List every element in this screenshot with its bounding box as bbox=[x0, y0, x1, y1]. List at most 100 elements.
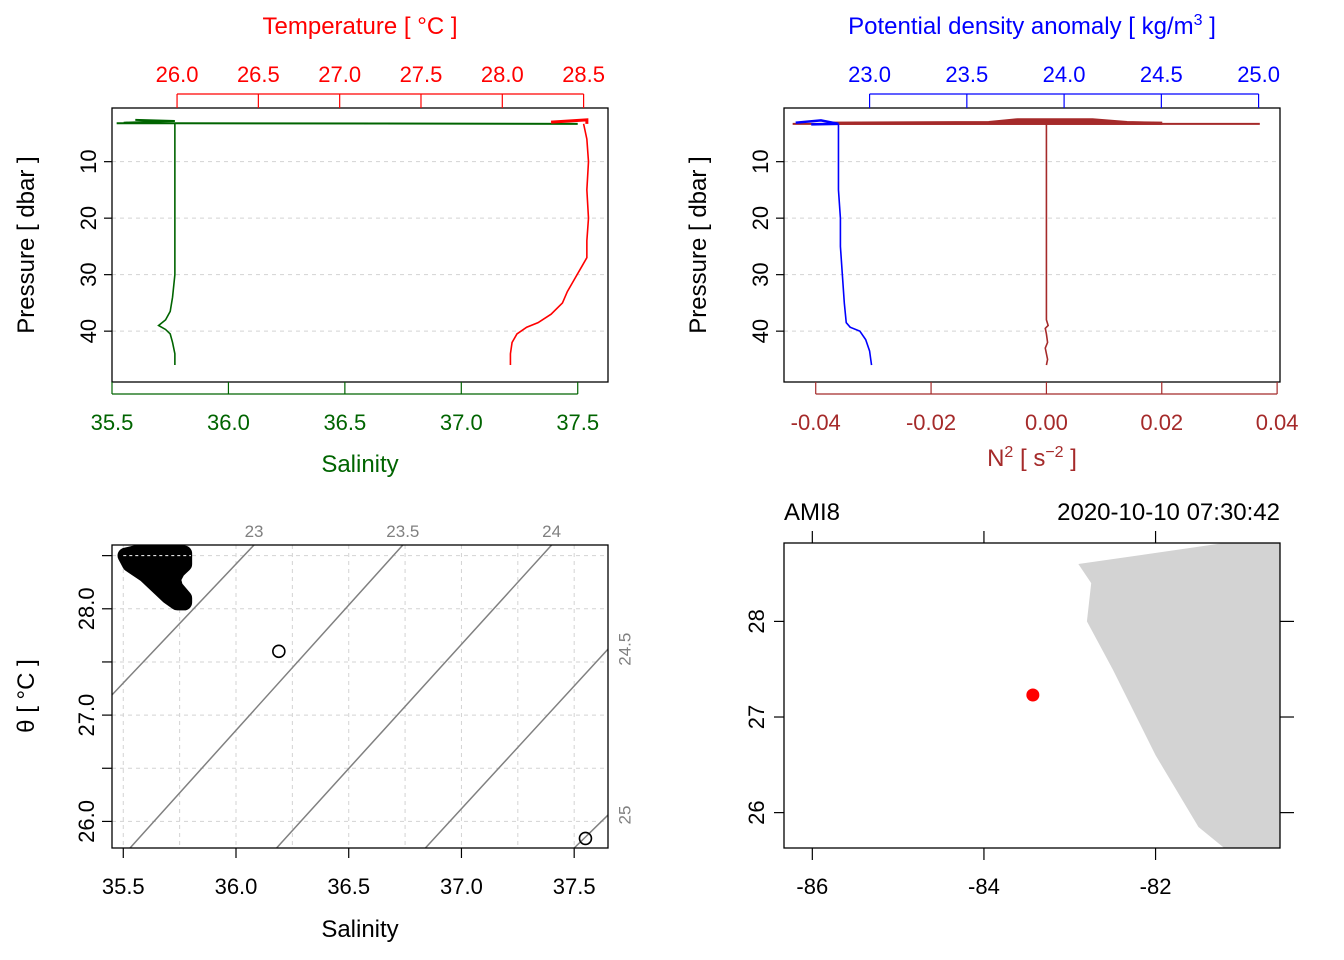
y-tick-label: 10 bbox=[76, 149, 101, 173]
x-tick-label: -82 bbox=[1140, 874, 1172, 899]
density-profile-series bbox=[792, 118, 1260, 366]
salinity-tick-label: 36.5 bbox=[323, 410, 366, 435]
density-profile-grid bbox=[784, 161, 1280, 332]
temperature-tick-label: 27.0 bbox=[318, 62, 361, 87]
station-map-frame bbox=[783, 542, 1281, 849]
density-surface-spike bbox=[795, 119, 839, 126]
ts-profile-grid bbox=[112, 161, 608, 332]
salinity-tick-label: 35.5 bbox=[91, 410, 134, 435]
salinity-tick-label: 36.0 bbox=[207, 410, 250, 435]
isopycnal-line bbox=[573, 814, 608, 848]
ts-outlier-point bbox=[578, 831, 593, 846]
isopycnal-label: 23 bbox=[245, 522, 264, 541]
x-tick-label: 36.5 bbox=[327, 874, 370, 899]
n2-tick-label: 0.02 bbox=[1140, 410, 1183, 435]
x-tick-label: -84 bbox=[968, 874, 1000, 899]
ts-profile-panel: 26.0 26.5 27.0 27.5 28.0 28.5 35.5 36.0 36.5 37.… bbox=[13, 13, 609, 478]
ts-outlier-point bbox=[272, 644, 286, 659]
ts-profile-y-ticks: 10 20 30 40 bbox=[76, 149, 112, 343]
isopycnal-label: 23.5 bbox=[386, 522, 419, 541]
density-tick-label: 23.0 bbox=[848, 62, 891, 87]
station-name: AMI8 bbox=[784, 499, 840, 526]
y-tick-label: 28.0 bbox=[74, 587, 99, 630]
salinity-tick-label: 37.0 bbox=[440, 410, 483, 435]
land-polygon bbox=[1078, 543, 1280, 848]
salinity-surface-spike bbox=[123, 118, 175, 124]
ts-diagram-frame bbox=[111, 544, 609, 849]
pressure-axis-label: Pressure [ dbar ] bbox=[13, 156, 40, 333]
density-axis-label: Potential density anomaly [ kg/m3 ] bbox=[848, 12, 1216, 40]
ts-diagram-points bbox=[117, 545, 593, 846]
isopycnal-line bbox=[112, 545, 255, 696]
ts-data-cluster bbox=[117, 545, 193, 611]
isopycnal-label: 24.5 bbox=[615, 633, 634, 666]
density-tick-label: 25.0 bbox=[1237, 62, 1280, 87]
temperature-tick-label: 28.0 bbox=[481, 62, 524, 87]
temperature-axis-label: Temperature [ °C ] bbox=[263, 13, 458, 40]
ts-profile-frame bbox=[111, 107, 609, 383]
y-tick-label: 20 bbox=[748, 206, 773, 230]
n2-tick-label: 0.00 bbox=[1025, 410, 1068, 435]
ts-diagram-y-ticks: 26.0 27.0 28.0 bbox=[74, 555, 112, 843]
ts-profile-bottom-ticks: 35.5 36.0 36.5 37.0 37.5 bbox=[91, 382, 599, 435]
n2-tick-label: -0.04 bbox=[791, 410, 841, 435]
land-polygon-shape bbox=[1078, 543, 1280, 848]
salinity-surface-spike bbox=[116, 122, 578, 125]
density-profile-top-ticks: 23.0 23.5 24.0 24.5 25.0 bbox=[848, 62, 1280, 108]
station-map-panel: -86 -84 -82 26 27 28 AMI8 2020-10-10 07:30:4… bbox=[744, 499, 1294, 899]
theta-axis-label: θ [ °C ] bbox=[13, 659, 40, 733]
isopycnal-labels: 23 23.5 24 24.5 25 bbox=[245, 522, 635, 825]
temperature-tick-label: 27.5 bbox=[400, 62, 443, 87]
density-tick-label: 23.5 bbox=[945, 62, 988, 87]
density-tick-label: 24.5 bbox=[1140, 62, 1183, 87]
y-tick-label: 40 bbox=[748, 319, 773, 343]
isopycnal-line bbox=[424, 648, 608, 848]
ts-profile-top-ticks: 26.0 26.5 27.0 27.5 28.0 28.5 bbox=[156, 62, 605, 108]
x-tick-label: 37.5 bbox=[553, 874, 596, 899]
salinity-axis-label: Salinity bbox=[321, 451, 398, 478]
x-tick-label: 36.0 bbox=[215, 874, 258, 899]
ts-profile-series bbox=[116, 118, 590, 366]
n2-tick-label: 0.04 bbox=[1256, 410, 1299, 435]
y-tick-label: 30 bbox=[748, 262, 773, 286]
temperature-tick-label: 26.5 bbox=[237, 62, 280, 87]
temperature-tick-label: 26.0 bbox=[156, 62, 199, 87]
station-marker bbox=[1026, 688, 1040, 702]
x-tick-label: -86 bbox=[796, 874, 828, 899]
y-tick-label: 30 bbox=[76, 262, 101, 286]
n2-tick-label: -0.02 bbox=[906, 410, 956, 435]
salinity-tick-label: 37.5 bbox=[556, 410, 599, 435]
y-tick-label: 27 bbox=[744, 705, 769, 729]
ts-diagram-panel: 23 23.5 24 24.5 25 35.5 36.0 36.5 37.0 37.5 26.0… bbox=[13, 522, 634, 943]
density-profile-bottom-ticks: -0.04 -0.02 0.00 0.02 0.04 bbox=[791, 382, 1299, 435]
temperature-profile-line bbox=[509, 123, 590, 366]
ts-salinity-label: Salinity bbox=[321, 916, 398, 943]
n2-axis-label: N2 [ s−2 ] bbox=[987, 444, 1077, 472]
temperature-surface-spike bbox=[550, 118, 589, 124]
y-tick-label: 10 bbox=[748, 149, 773, 173]
y-tick-label: 28 bbox=[744, 609, 769, 633]
pressure-axis-label-2: Pressure [ dbar ] bbox=[685, 156, 712, 333]
density-profile-y-ticks: 10 20 30 40 bbox=[748, 149, 784, 343]
salinity-profile-line bbox=[157, 123, 176, 366]
ts-diagram-x-ticks: 35.5 36.0 36.5 37.0 37.5 bbox=[102, 848, 596, 899]
isopycnals bbox=[112, 545, 608, 848]
isopycnal-line bbox=[129, 545, 404, 848]
y-tick-label: 20 bbox=[76, 206, 101, 230]
temperature-tick-label: 28.5 bbox=[562, 62, 605, 87]
density-profile-panel: 23.0 23.5 24.0 24.5 25.0 -0.04 -0.02 0.00 0.02 0… bbox=[685, 12, 1299, 472]
y-tick-label: 26 bbox=[744, 800, 769, 824]
x-tick-label: 35.5 bbox=[102, 874, 145, 899]
station-datetime: 2020-10-10 07:30:42 bbox=[1057, 499, 1280, 526]
isopycnal-label: 25 bbox=[615, 806, 634, 825]
y-tick-label: 40 bbox=[76, 319, 101, 343]
isopycnal-line bbox=[276, 545, 553, 848]
n2-surface-spike bbox=[826, 118, 1163, 125]
density-profile-frame bbox=[783, 107, 1281, 383]
n2-profile-line bbox=[1044, 123, 1050, 366]
density-tick-label: 24.0 bbox=[1043, 62, 1086, 87]
x-tick-label: 37.0 bbox=[440, 874, 483, 899]
map-y-ticks: 26 27 28 bbox=[744, 609, 1294, 825]
y-tick-label: 27.0 bbox=[74, 694, 99, 737]
